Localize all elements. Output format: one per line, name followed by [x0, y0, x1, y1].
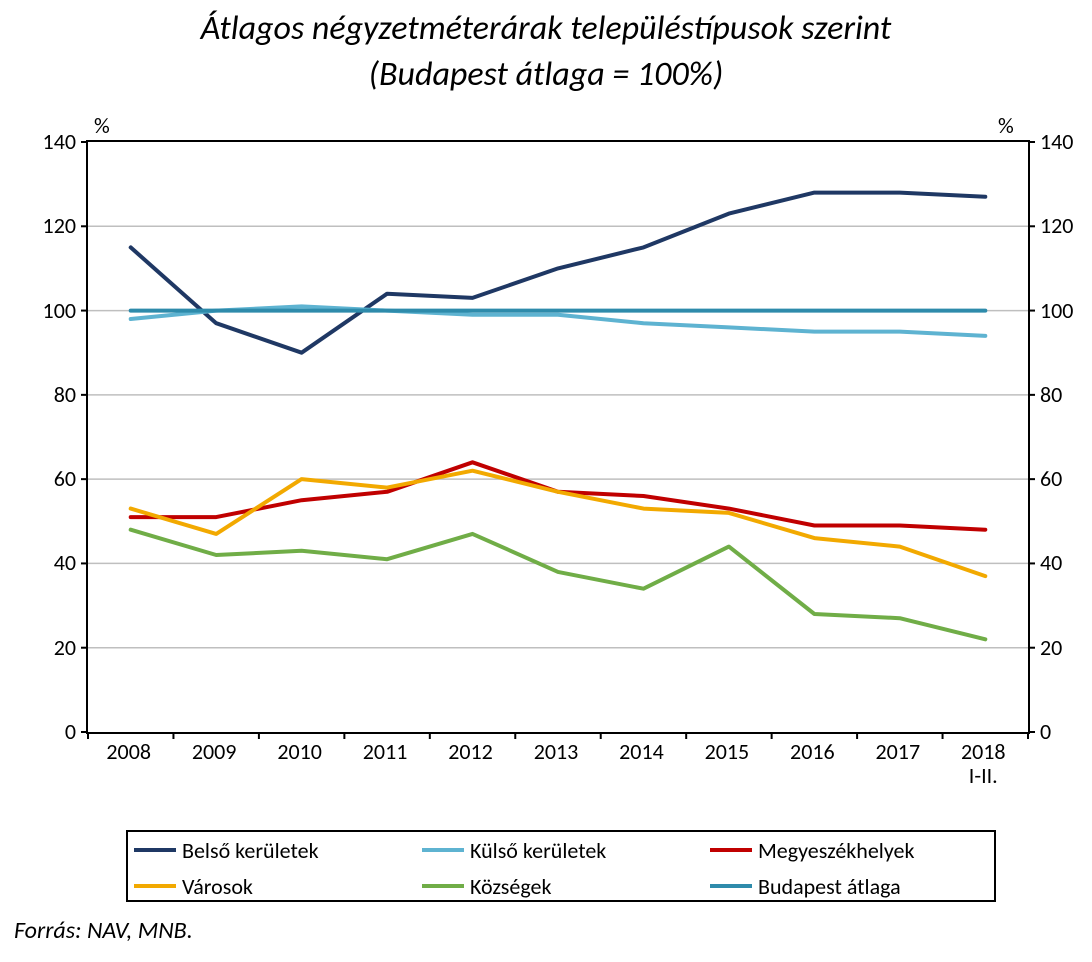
y-tick-label-left: 0 — [26, 718, 76, 745]
legend-swatch-belso — [134, 848, 176, 852]
legend-swatch-kulso — [422, 848, 464, 852]
legend-item-varosok: Városok — [128, 868, 416, 904]
y-axis-unit-right: % — [998, 112, 1014, 139]
y-tick-label-left: 120 — [26, 212, 76, 239]
legend-item-belso: Belső kerületek — [128, 832, 416, 868]
series-line-kozsegek — [131, 530, 986, 640]
legend-label-bp_atlag: Budapest átlaga — [758, 873, 901, 900]
x-tick-label: 2018I-II. — [943, 740, 1023, 788]
y-tick-label-right: 140 — [1040, 128, 1090, 155]
y-tick-label-left: 100 — [26, 297, 76, 324]
x-tick-label: 2011 — [345, 740, 425, 764]
legend-item-bp_atlag: Budapest átlaga — [704, 868, 992, 904]
legend-swatch-bp_atlag — [710, 884, 752, 888]
series-line-belso — [131, 193, 986, 353]
legend-label-varosok: Városok — [182, 873, 253, 900]
x-tick-label: 2013 — [516, 740, 596, 764]
x-tick-label: 2009 — [174, 740, 254, 764]
x-tick-label: 2017 — [858, 740, 938, 764]
y-axis-unit-left: % — [94, 112, 110, 139]
chart-container: Átlagos négyzetméterárak településtípuso… — [0, 0, 1092, 962]
y-tick-label-left: 40 — [26, 549, 76, 576]
plot-svg — [88, 142, 1028, 732]
y-tick-label-right: 100 — [1040, 297, 1090, 324]
x-tick-label: 2016 — [772, 740, 852, 764]
legend-swatch-varosok — [134, 884, 176, 888]
x-tick-label: 2012 — [431, 740, 511, 764]
plot-area — [86, 140, 1030, 734]
x-tick-label: 2015 — [687, 740, 767, 764]
legend-swatch-megye — [710, 848, 752, 852]
y-tick-label-right: 120 — [1040, 212, 1090, 239]
y-tick-label-left: 140 — [26, 128, 76, 155]
y-tick-label-left: 80 — [26, 381, 76, 408]
legend-label-kulso: Külső kerületek — [470, 837, 606, 864]
x-tick-label: 2010 — [260, 740, 340, 764]
legend-label-kozsegek: Községek — [470, 873, 551, 900]
series-line-megye — [131, 462, 986, 529]
legend-swatch-kozsegek — [422, 884, 464, 888]
y-tick-label-right: 40 — [1040, 549, 1090, 576]
y-tick-label-right: 0 — [1040, 718, 1090, 745]
source-text: Forrás: NAV, MNB. — [14, 916, 193, 945]
legend-label-megye: Megyeszékhelyek — [758, 837, 915, 864]
x-tick-label: 2008 — [89, 740, 169, 764]
chart-title-line-2: (Budapest átlaga = 100%) — [0, 54, 1092, 95]
legend: Belső kerületek Külső kerületek Megyeszékh… — [126, 830, 996, 902]
x-tick-label: 2014 — [601, 740, 681, 764]
y-tick-label-right: 60 — [1040, 465, 1090, 492]
legend-label-belso: Belső kerületek — [182, 837, 319, 864]
y-tick-label-right: 80 — [1040, 381, 1090, 408]
y-tick-label-left: 20 — [26, 634, 76, 661]
y-tick-label-left: 60 — [26, 465, 76, 492]
legend-item-kulso: Külső kerületek — [416, 832, 704, 868]
legend-item-kozsegek: Községek — [416, 868, 704, 904]
y-tick-label-right: 20 — [1040, 634, 1090, 661]
chart-title-line-1: Átlagos négyzetméterárak településtípuso… — [0, 8, 1092, 49]
legend-item-megye: Megyeszékhelyek — [704, 832, 992, 868]
series-line-varosok — [131, 471, 986, 576]
